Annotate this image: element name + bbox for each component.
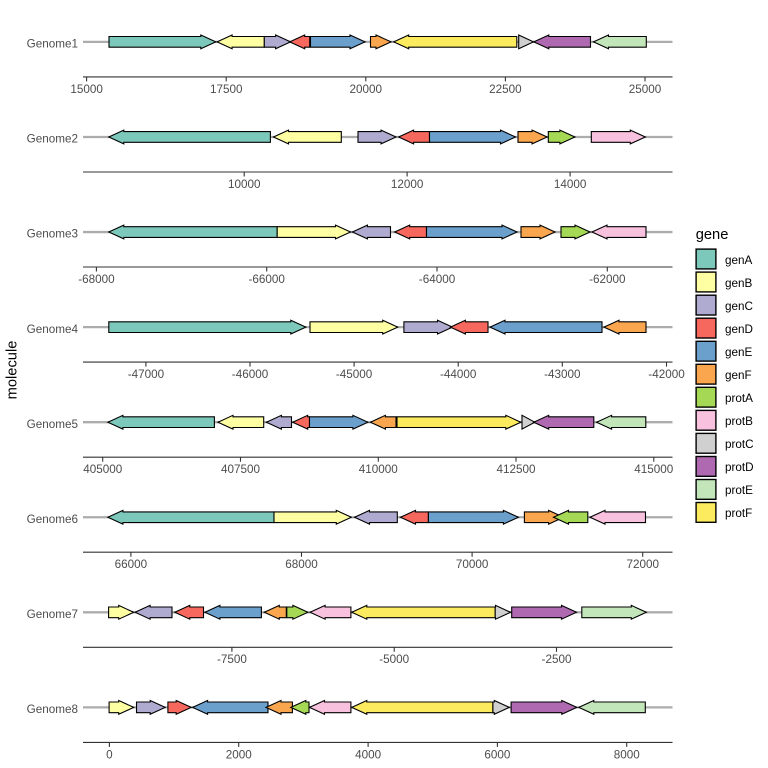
svg-text:8000: 8000: [614, 748, 641, 761]
svg-text:-43000: -43000: [544, 368, 581, 381]
svg-text:protD: protD: [725, 461, 754, 474]
svg-text:17500: 17500: [210, 83, 243, 96]
svg-text:-46000: -46000: [232, 368, 269, 381]
svg-text:Genome3: Genome3: [27, 228, 78, 241]
svg-text:410000: 410000: [359, 463, 399, 476]
svg-text:412500: 412500: [496, 463, 536, 476]
svg-text:407500: 407500: [221, 463, 261, 476]
svg-text:-2500: -2500: [542, 653, 572, 666]
svg-text:4000: 4000: [355, 748, 382, 761]
svg-text:Genome1: Genome1: [27, 38, 78, 51]
svg-text:68000: 68000: [285, 558, 318, 571]
svg-text:Genome8: Genome8: [27, 703, 78, 716]
svg-text:protB: protB: [725, 415, 753, 428]
svg-text:Genome5: Genome5: [27, 418, 79, 431]
svg-text:22500: 22500: [489, 83, 522, 96]
svg-text:72000: 72000: [626, 558, 659, 571]
svg-text:gene: gene: [696, 227, 729, 243]
svg-text:-5000: -5000: [379, 653, 409, 666]
svg-text:20000: 20000: [350, 83, 383, 96]
svg-text:genD: genD: [725, 323, 753, 336]
svg-text:protC: protC: [725, 438, 754, 451]
svg-text:-66000: -66000: [248, 273, 285, 286]
svg-text:protA: protA: [725, 392, 753, 405]
svg-text:12000: 12000: [391, 178, 424, 191]
svg-text:-64000: -64000: [419, 273, 456, 286]
svg-text:0: 0: [106, 748, 113, 761]
svg-text:genC: genC: [725, 300, 753, 313]
svg-text:Genome2: Genome2: [27, 133, 78, 146]
svg-text:Genome4: Genome4: [27, 323, 79, 336]
svg-text:405000: 405000: [83, 463, 123, 476]
svg-text:70000: 70000: [456, 558, 489, 571]
svg-text:-42000: -42000: [648, 368, 685, 381]
svg-text:-47000: -47000: [128, 368, 165, 381]
svg-text:25000: 25000: [629, 83, 662, 96]
svg-text:-68000: -68000: [78, 273, 115, 286]
svg-text:415000: 415000: [634, 463, 674, 476]
svg-text:genF: genF: [725, 369, 752, 382]
svg-text:-45000: -45000: [336, 368, 373, 381]
svg-text:14000: 14000: [554, 178, 587, 191]
svg-text:6000: 6000: [484, 748, 511, 761]
svg-text:-62000: -62000: [589, 273, 626, 286]
svg-text:10000: 10000: [228, 178, 261, 191]
svg-text:genB: genB: [725, 277, 753, 290]
svg-text:protF: protF: [725, 507, 752, 520]
svg-text:15000: 15000: [70, 83, 103, 96]
svg-text:protE: protE: [725, 484, 753, 497]
svg-text:Genome7: Genome7: [27, 608, 78, 621]
svg-text:molecule: molecule: [5, 341, 21, 400]
svg-text:2000: 2000: [226, 748, 253, 761]
svg-text:genE: genE: [725, 346, 753, 359]
svg-text:Genome6: Genome6: [27, 513, 78, 526]
svg-text:-7500: -7500: [217, 653, 247, 666]
svg-text:-44000: -44000: [440, 368, 477, 381]
svg-text:66000: 66000: [115, 558, 148, 571]
svg-text:genA: genA: [725, 254, 753, 267]
